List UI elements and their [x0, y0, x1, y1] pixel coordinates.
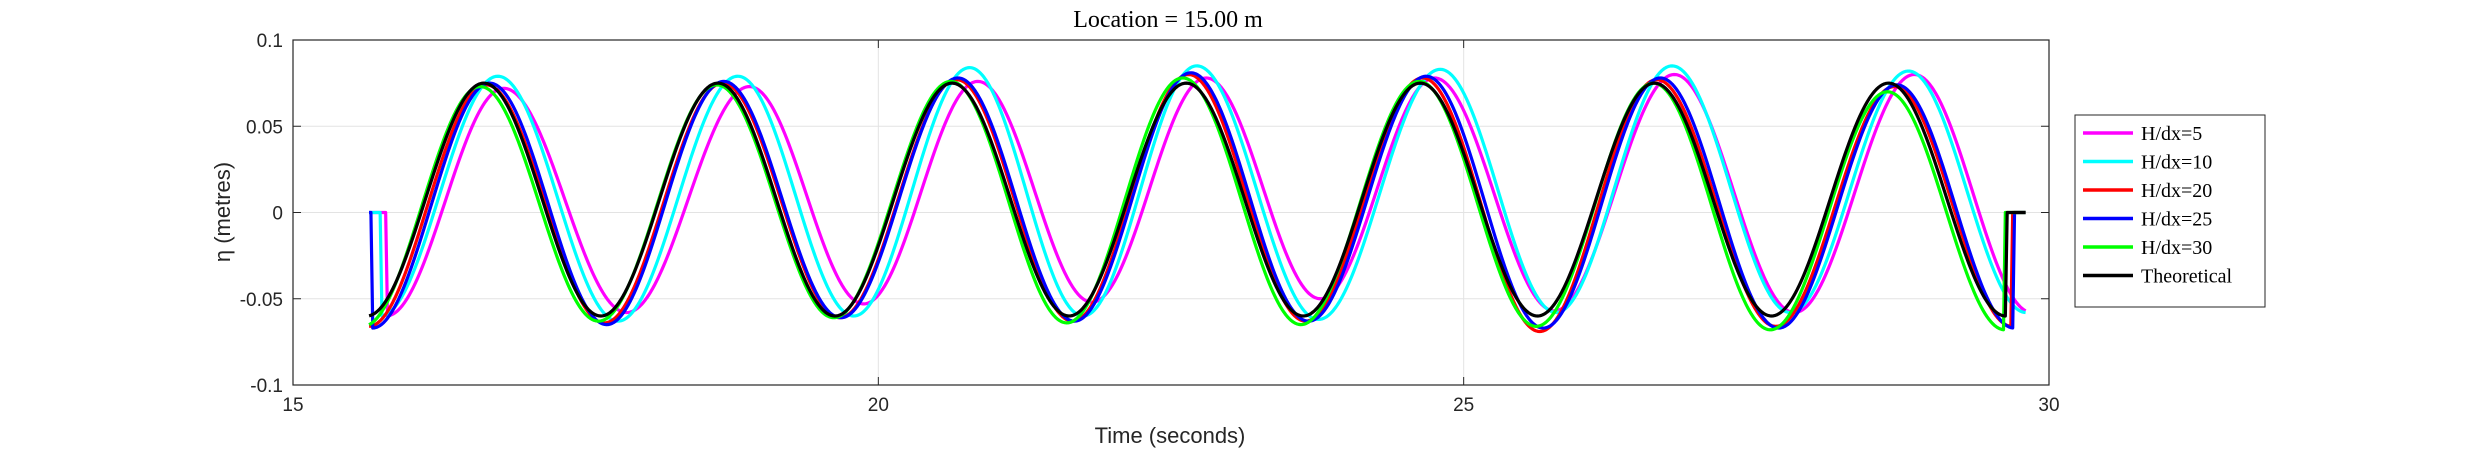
x-tick-label: 30 [2038, 395, 2059, 416]
y-tick-label: 0 [272, 204, 283, 225]
y-tick-label: 0.1 [257, 31, 283, 52]
y-tick-label: 0.05 [246, 117, 283, 138]
x-tick-label: 25 [1453, 395, 1474, 416]
series-lines [368, 64, 2027, 334]
x-tick-label: 20 [868, 395, 889, 416]
series-line-theoretical [368, 81, 2026, 318]
legend-label: H/dx=5 [2141, 123, 2202, 145]
series-line-h-dx-10 [369, 64, 2026, 323]
legend: H/dx=5 H/dx=10 H/dx=20 H/dx=25 H/dx=30 Theore… [2074, 114, 2266, 308]
y-tick-label: -0.1 [250, 376, 283, 397]
legend-label: H/dx=20 [2141, 180, 2212, 202]
x-axis-label: Time (seconds) [1095, 423, 1246, 448]
legend-label: H/dx=30 [2141, 237, 2212, 259]
series-line-h-dx-5 [369, 72, 2027, 318]
axis-ticks: 15 20 25 30 -0.1 -0.05 0 0.05 0.1 [240, 31, 2060, 416]
series-line-h-dx-25 [369, 71, 2026, 330]
chart-title: Location = 15.00 m [1073, 7, 1263, 33]
y-axis-label: η (metres) [210, 162, 235, 262]
legend-label: Theoretical [2141, 266, 2232, 288]
x-tick-label: 15 [282, 395, 303, 416]
grid [293, 40, 2049, 385]
legend-label: H/dx=10 [2141, 152, 2212, 174]
legend-label: H/dx=25 [2141, 209, 2212, 231]
y-tick-label: -0.05 [240, 290, 283, 311]
